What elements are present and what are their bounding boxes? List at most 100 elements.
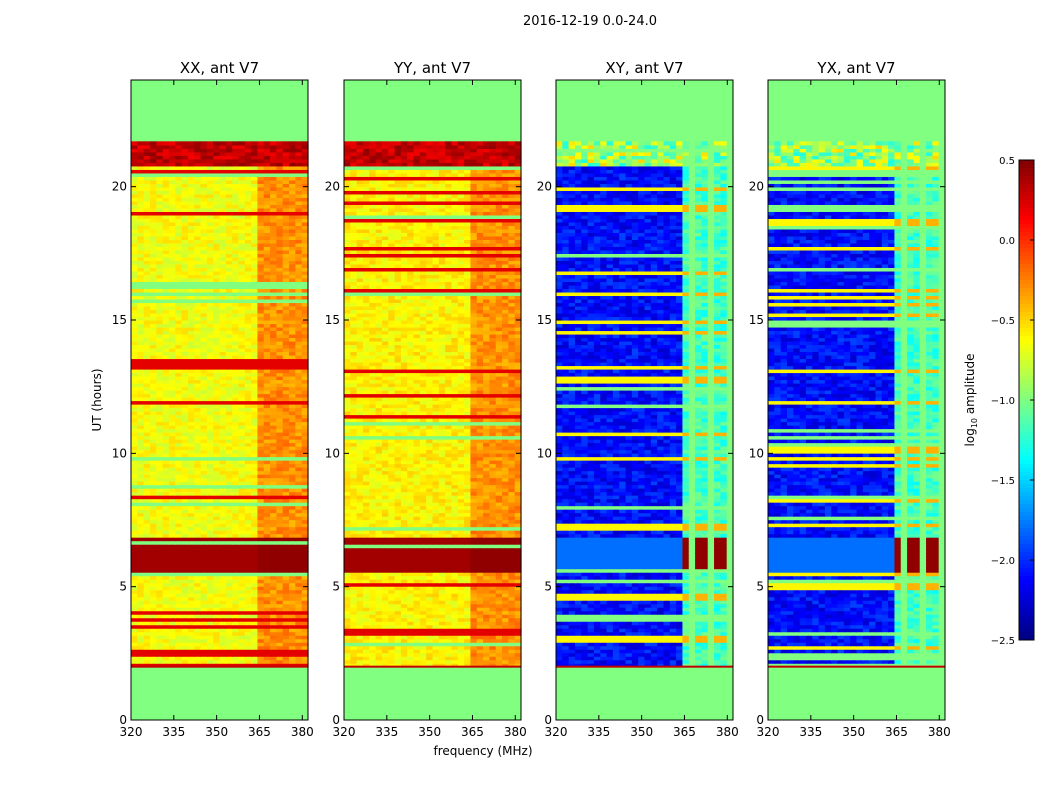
- heat-cell: [137, 649, 145, 654]
- heat-cell: [200, 393, 208, 398]
- heat-cell: [257, 141, 265, 146]
- heat-cell: [149, 197, 157, 202]
- heat-cell: [162, 242, 170, 247]
- heat-cell: [213, 421, 221, 426]
- heat-cell: [200, 614, 208, 619]
- heat-cell: [219, 414, 227, 419]
- heat-cell: [206, 649, 214, 654]
- heat-cell: [225, 295, 233, 300]
- heat-cell: [232, 281, 240, 286]
- heat-cell: [162, 316, 170, 321]
- heat-cell: [187, 631, 195, 636]
- heat-cell: [263, 183, 271, 188]
- heat-cell: [413, 624, 421, 629]
- heat-cell: [457, 635, 465, 640]
- heat-cell: [244, 404, 252, 409]
- heat-cell: [149, 586, 157, 591]
- heat-cell: [137, 305, 145, 311]
- heat-cell: [143, 358, 151, 363]
- heat-cell: [295, 330, 303, 335]
- heat-cell: [276, 305, 284, 311]
- heat-cell: [181, 456, 189, 461]
- heat-cell: [483, 652, 490, 657]
- heat-cell: [213, 603, 221, 608]
- heat-cell: [225, 242, 233, 247]
- heat-cell: [194, 621, 202, 626]
- heat-cell: [200, 141, 208, 146]
- heat-cell: [257, 453, 265, 458]
- heat-cell: [508, 617, 516, 622]
- heat-cell: [495, 659, 503, 664]
- heat-cell: [168, 207, 176, 212]
- heat-cell: [508, 614, 516, 619]
- heat-cell: [270, 249, 277, 255]
- heat-cell: [206, 267, 214, 272]
- heat-cell: [187, 418, 195, 423]
- heat-cell: [344, 628, 351, 633]
- heat-cell: [200, 375, 208, 381]
- heat-cell: [232, 144, 240, 149]
- heat-cell: [270, 316, 277, 321]
- heat-cell: [168, 151, 176, 156]
- heat-cell: [225, 652, 233, 657]
- heat-cell: [168, 263, 176, 269]
- heat-cell: [407, 607, 415, 612]
- heat-cell: [156, 579, 164, 584]
- heat-cell: [143, 183, 151, 188]
- heat-cell: [295, 442, 303, 447]
- heat-cell: [238, 579, 246, 584]
- heat-cell: [162, 204, 170, 209]
- heat-cell: [232, 263, 240, 269]
- heat-cell: [200, 151, 208, 156]
- heat-cell: [295, 358, 303, 363]
- heat-cell: [263, 246, 271, 251]
- heat-cell: [289, 596, 296, 601]
- heat-cell: [257, 211, 265, 216]
- heat-cell: [350, 656, 358, 661]
- heat-cell: [200, 652, 208, 657]
- heat-cell: [301, 389, 309, 395]
- heat-cell: [156, 659, 164, 664]
- heat-cell: [206, 144, 214, 149]
- heat-cell: [289, 372, 296, 377]
- heat-cell: [225, 425, 233, 430]
- heat-cell: [238, 158, 246, 163]
- heat-cell: [276, 572, 284, 577]
- heat-cell: [200, 603, 208, 608]
- heat-cell: [282, 256, 290, 262]
- heat-cell: [244, 656, 252, 661]
- heat-cell: [187, 361, 195, 367]
- heat-cell: [225, 256, 233, 262]
- heat-cell: [225, 270, 233, 276]
- heat-cell: [156, 197, 164, 202]
- heat-cell: [295, 218, 303, 223]
- heat-cell: [168, 141, 176, 146]
- heat-cell: [187, 305, 195, 311]
- heat-cell: [162, 193, 170, 198]
- heat-cell: [476, 659, 484, 664]
- heat-cell: [213, 232, 221, 237]
- heat-cell: [301, 610, 309, 615]
- heat-cell: [502, 638, 509, 643]
- heat-cell: [381, 582, 389, 587]
- heat-cell: [131, 638, 138, 643]
- heat-cell: [244, 418, 252, 423]
- heat-cell: [251, 614, 259, 619]
- heat-cell: [149, 319, 157, 325]
- heat-cell: [464, 642, 472, 647]
- heat-cell: [187, 474, 195, 479]
- heat-cell: [149, 421, 157, 426]
- heat-cell: [194, 354, 202, 360]
- heat-cell: [257, 456, 265, 461]
- heat-cell: [194, 505, 202, 510]
- heat-cell: [206, 260, 214, 265]
- heat-cell: [238, 575, 246, 580]
- heat-cell: [225, 305, 233, 311]
- heat-cell: [194, 456, 202, 461]
- heat-cell: [143, 151, 151, 156]
- heat-cell: [263, 642, 271, 647]
- heat-cell: [149, 659, 157, 664]
- heat-cell: [464, 600, 472, 605]
- heat-cell: [257, 603, 265, 608]
- heat-cell: [295, 645, 303, 650]
